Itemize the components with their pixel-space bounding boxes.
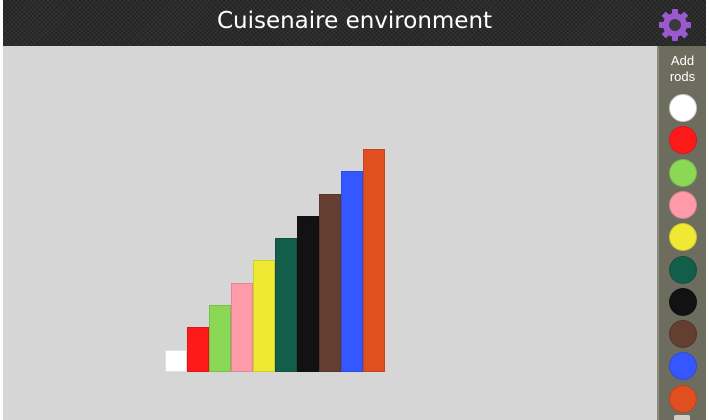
gear-icon[interactable]	[657, 7, 693, 43]
right-frame-edge	[706, 46, 709, 420]
rod-light-green[interactable]	[209, 305, 231, 372]
rod-blue[interactable]	[341, 171, 363, 372]
add-rod-orange-button[interactable]	[669, 385, 697, 413]
add-rods-label: Add rods	[669, 53, 696, 84]
rod-brown[interactable]	[319, 194, 341, 372]
rod-canvas[interactable]	[3, 46, 657, 420]
rod-palette-sidebar: Add rods	[657, 46, 706, 420]
add-rod-black-button[interactable]	[669, 288, 697, 316]
add-rod-light-green-button[interactable]	[669, 159, 697, 187]
add-rod-dark-green-button[interactable]	[669, 256, 697, 284]
rod-red[interactable]	[187, 327, 209, 372]
add-rod-white-button[interactable]	[669, 94, 697, 122]
add-rod-blue-button[interactable]	[669, 352, 697, 380]
rod-pink[interactable]	[231, 283, 253, 372]
page-title: Cuisenaire environment	[216, 8, 493, 34]
left-frame-edge	[0, 46, 3, 420]
rod-white[interactable]	[165, 350, 187, 372]
sidebar-scroll-handle[interactable]	[674, 415, 690, 420]
rod-black[interactable]	[297, 216, 319, 372]
title-bar: Cuisenaire environment	[3, 0, 706, 46]
rod-yellow[interactable]	[253, 260, 275, 372]
add-rod-pink-button[interactable]	[669, 191, 697, 219]
rod-dark-green[interactable]	[275, 238, 297, 372]
add-rod-brown-button[interactable]	[669, 320, 697, 348]
add-rod-yellow-button[interactable]	[669, 223, 697, 251]
rod-orange[interactable]	[363, 149, 385, 372]
add-rod-red-button[interactable]	[669, 126, 697, 154]
